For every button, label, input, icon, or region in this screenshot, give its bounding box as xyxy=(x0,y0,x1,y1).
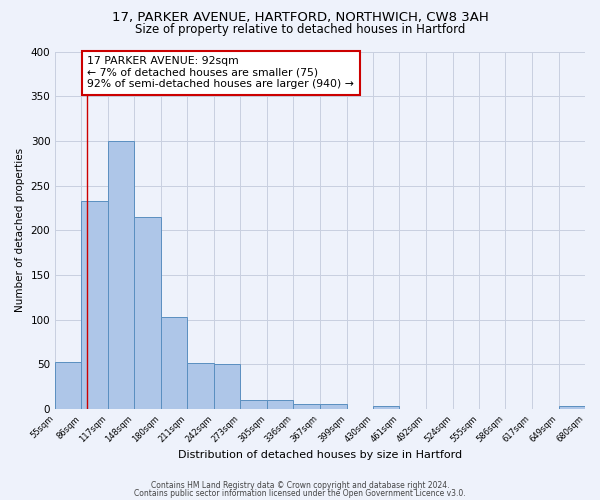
X-axis label: Distribution of detached houses by size in Hartford: Distribution of detached houses by size … xyxy=(178,450,462,460)
Bar xyxy=(187,362,214,409)
Text: 17, PARKER AVENUE, HARTFORD, NORTHWICH, CW8 3AH: 17, PARKER AVENUE, HARTFORD, NORTHWICH, … xyxy=(112,11,488,24)
Y-axis label: Number of detached properties: Number of detached properties xyxy=(15,148,25,312)
Bar xyxy=(320,404,347,409)
Bar xyxy=(134,217,161,409)
Bar xyxy=(559,406,585,409)
Text: Contains public sector information licensed under the Open Government Licence v3: Contains public sector information licen… xyxy=(134,488,466,498)
Bar xyxy=(373,406,400,409)
Bar xyxy=(267,400,293,409)
Text: 17 PARKER AVENUE: 92sqm
← 7% of detached houses are smaller (75)
92% of semi-det: 17 PARKER AVENUE: 92sqm ← 7% of detached… xyxy=(88,56,354,89)
Bar xyxy=(82,201,108,409)
Bar xyxy=(214,364,240,409)
Bar xyxy=(161,317,187,409)
Bar xyxy=(293,404,320,409)
Text: Size of property relative to detached houses in Hartford: Size of property relative to detached ho… xyxy=(135,22,465,36)
Bar xyxy=(55,362,82,409)
Bar xyxy=(108,141,134,409)
Text: Contains HM Land Registry data © Crown copyright and database right 2024.: Contains HM Land Registry data © Crown c… xyxy=(151,481,449,490)
Bar xyxy=(240,400,267,409)
